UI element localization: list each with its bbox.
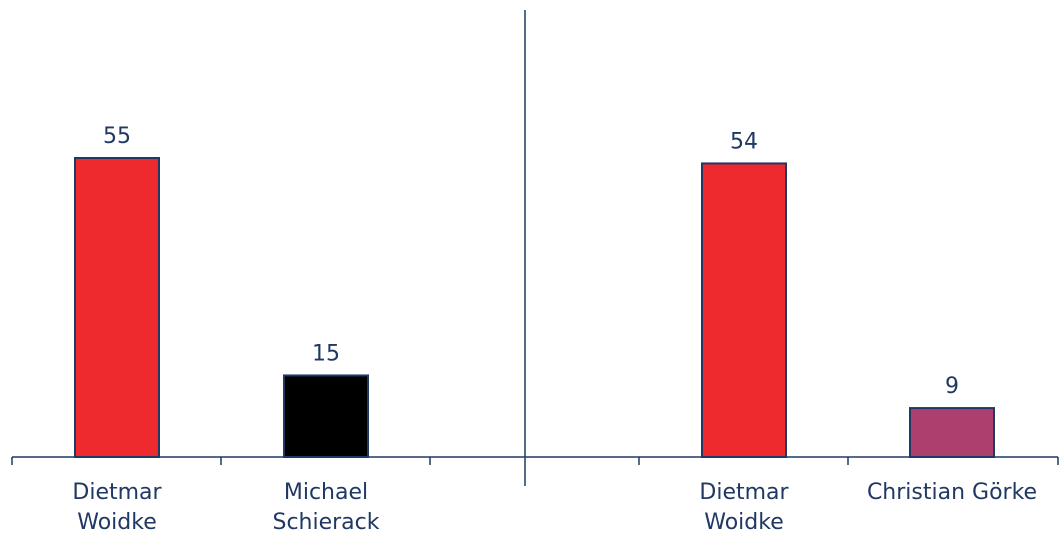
bar [74, 157, 160, 458]
bar [701, 162, 787, 458]
x-axis [11, 456, 1059, 465]
labels: 55 Dietmar Woidke 15 Michael Schierack 54 Dietm… [72, 124, 1037, 535]
category-label: Schierack [272, 510, 379, 535]
category-label: Michael [284, 480, 368, 505]
category-label: Woidke [77, 510, 157, 535]
category-label: Dietmar [699, 480, 789, 505]
data-label: 54 [730, 129, 758, 154]
category-label: Dietmar [72, 480, 162, 505]
category-label: Woidke [704, 510, 784, 535]
category-label: Christian Görke [867, 480, 1037, 505]
bar [283, 374, 369, 459]
data-label: 9 [945, 374, 959, 399]
bar [909, 407, 995, 458]
data-label: 15 [312, 341, 340, 366]
data-label: 55 [103, 124, 131, 149]
bars [74, 157, 995, 459]
